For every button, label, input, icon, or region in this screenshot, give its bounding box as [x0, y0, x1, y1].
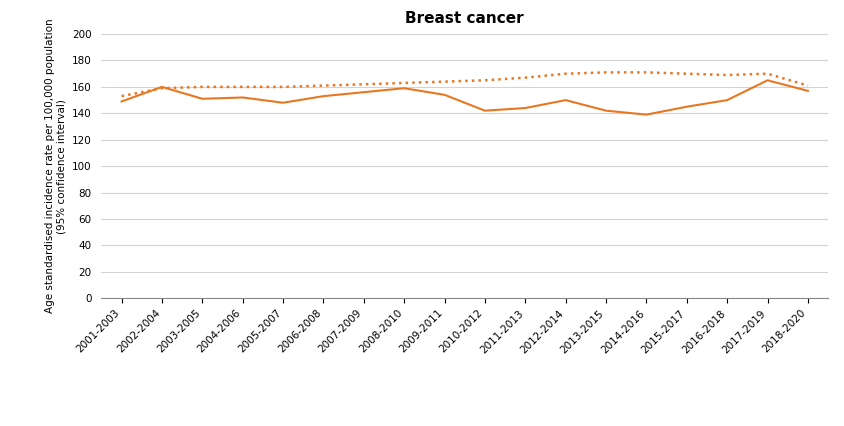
Hull females	[278, 100, 288, 105]
Hull females	[600, 108, 610, 113]
Hull females	[116, 99, 127, 104]
England females	[802, 83, 812, 88]
England females	[439, 79, 449, 84]
England females	[157, 86, 167, 91]
Line: Hull females: Hull females	[122, 80, 807, 115]
Hull females	[359, 89, 369, 95]
Hull females	[520, 106, 530, 111]
England females	[600, 70, 610, 75]
Hull females	[237, 95, 247, 100]
England females	[560, 71, 570, 76]
Hull females	[439, 92, 449, 98]
Title: Breast cancer: Breast cancer	[405, 11, 523, 26]
Hull females	[802, 88, 812, 93]
England females	[641, 70, 651, 75]
Hull females	[197, 96, 207, 101]
England females	[681, 71, 691, 76]
Hull females	[157, 84, 167, 89]
Hull females	[722, 98, 732, 103]
England females	[520, 75, 530, 80]
England females	[722, 72, 732, 78]
England females	[278, 84, 288, 89]
England females	[237, 84, 247, 89]
Y-axis label: Age standardised incidence rate per 100,000 population
(95% confidence interval): Age standardised incidence rate per 100,…	[45, 19, 67, 314]
England females	[116, 94, 127, 99]
Line: England females: England females	[122, 72, 807, 96]
Hull females	[479, 108, 490, 113]
Hull females	[318, 94, 328, 99]
England females	[761, 71, 771, 76]
Hull females	[560, 98, 570, 103]
England females	[197, 84, 207, 89]
England females	[398, 81, 408, 86]
England females	[479, 78, 490, 83]
Hull females	[398, 86, 408, 91]
Hull females	[641, 112, 651, 117]
England females	[359, 82, 369, 87]
England females	[318, 83, 328, 88]
Hull females	[761, 78, 771, 83]
Hull females	[681, 104, 691, 109]
